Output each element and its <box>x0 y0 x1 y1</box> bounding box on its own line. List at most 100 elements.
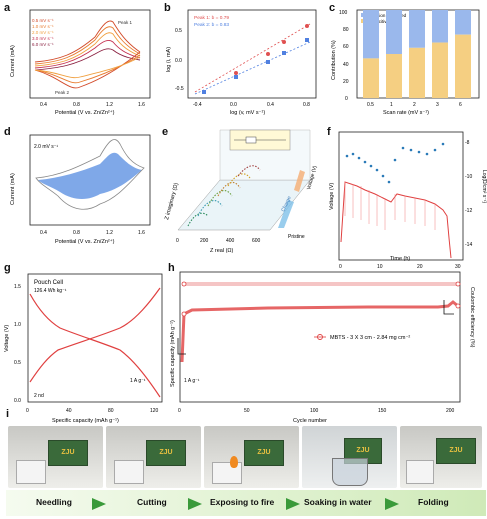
legend-entry: Peak 2: b = 0.83 <box>194 22 229 28</box>
data-point <box>387 180 391 184</box>
bar-diffusion <box>455 10 471 35</box>
tick-label: 150 <box>378 408 387 414</box>
charge-curve <box>29 287 161 383</box>
photo-cutting: ZJU <box>106 426 201 488</box>
panel-e: e Charge Pristine Voltage (V) 0 200 400 … <box>160 120 325 270</box>
tick-label: 200 <box>446 408 455 414</box>
tick-label: 0.4 <box>267 102 274 108</box>
tick-label: 0.5 <box>367 102 374 108</box>
tick-label: 0.5 <box>175 28 182 34</box>
discharge-arrow <box>294 170 305 192</box>
step-fire: Exposing to fire <box>210 497 275 507</box>
step-needling: Needling <box>36 497 72 507</box>
y-axis-label: Current (mA) <box>10 45 16 77</box>
peak-label: Peak 2 <box>55 90 70 95</box>
tick-label: 1.6 <box>138 230 145 236</box>
y-axis-label: Voltage (V) <box>329 183 335 210</box>
tick-label: 600 <box>252 238 261 244</box>
data-point <box>393 158 397 162</box>
panel-h: h MBTS - 3 X 3 cm - 2.84 mg cm⁻² 1 A g⁻¹… <box>168 262 487 427</box>
tick-label: 120 <box>150 408 159 414</box>
data-point <box>234 75 238 79</box>
tick-label: 1 <box>390 102 393 108</box>
cv-plot-a: 0.5 mV s⁻¹ 1.0 mV s⁻¹ 2.0 mV s⁻¹ 3.0 mV … <box>10 9 151 116</box>
tick-label: 20 <box>343 79 349 85</box>
panel-a: a 0.5 mV s⁻¹ 1.0 mV s⁻¹ 2.0 mV s⁻¹ 3.0 m… <box>0 2 160 117</box>
tick-label: 0.0 <box>230 102 237 108</box>
tick-label: 0 <box>176 238 179 244</box>
photo-water: ZJU <box>302 426 397 488</box>
zju-board: ZJU <box>48 440 88 466</box>
panel-label: g <box>4 262 11 274</box>
tick-label: 0.5 <box>14 360 21 366</box>
data-point <box>369 164 373 168</box>
battery-pouch <box>114 460 144 484</box>
tick-label: 3 <box>436 102 439 108</box>
panel-label: e <box>162 126 169 138</box>
data-point <box>351 152 355 156</box>
panel-label: h <box>168 262 175 274</box>
x-axis-label: Specific capacity (mAh g⁻¹) <box>52 418 119 424</box>
y2-axis-label: Log(D/cm² s⁻¹) <box>481 170 487 204</box>
bar-diffusion <box>363 10 379 59</box>
cycling-plot: MBTS - 3 X 3 cm - 2.84 mg cm⁻² 1 A g⁻¹ 0… <box>170 271 475 424</box>
x-axis-label: Potential (V vs. Zn/Zn²⁺) <box>55 109 115 116</box>
step-cutting: Cutting <box>137 497 167 507</box>
tick-label: 200 <box>200 238 209 244</box>
zju-board: ZJU <box>436 438 476 464</box>
data-point <box>409 148 413 152</box>
contribution-bar-chart: Diffusion controlled Capacitive 0.51236 … <box>331 9 480 116</box>
tick-label: 40 <box>343 62 349 68</box>
eis-3d-plot: Charge Pristine Voltage (V) 0 200 400 60… <box>164 129 318 254</box>
bar-capacitive <box>432 42 448 98</box>
tick-label: 0.0 <box>14 398 21 404</box>
tick-label: 0.8 <box>73 230 80 236</box>
bar-capacitive <box>409 47 425 98</box>
data-point <box>305 24 309 28</box>
data-point <box>417 150 421 154</box>
legend-entry: 3.0 mV s⁻¹ <box>32 36 54 41</box>
tick-label: 100 <box>339 10 348 16</box>
flame-icon <box>230 456 238 468</box>
battery-pouch <box>16 460 46 484</box>
cycle-label: 2 nd <box>34 393 44 399</box>
data-point <box>363 160 367 164</box>
energy-density: 126.4 Wh kg⁻¹ <box>34 288 67 294</box>
tick-label: 20 <box>417 264 423 270</box>
tick-label: -14 <box>465 242 472 248</box>
panel-label: d <box>4 126 11 138</box>
tick-label: 1.0 <box>14 322 21 328</box>
rate-label: 1 A g⁻¹ <box>184 378 200 384</box>
x-axis-label: Time (h) <box>390 256 410 262</box>
data-point <box>441 142 445 146</box>
tick-label: 2 <box>413 102 416 108</box>
tick-label: 50 <box>244 408 250 414</box>
panel-f: f 0 10 20 30 -8 -10 -12 -14 Tim <box>325 120 487 270</box>
discharge-curve <box>29 293 161 398</box>
y-axis-label: Z imaginary (Ω) <box>164 182 180 220</box>
data-point <box>282 40 286 44</box>
y-axis-label: Specific capacity (mAh g⁻¹) <box>170 320 176 387</box>
x-axis-label: Cycle number <box>293 418 327 424</box>
tick-label: 60 <box>343 44 349 50</box>
battery-pouch <box>406 460 434 484</box>
bar-diffusion <box>386 10 402 54</box>
pristine-label: Pristine <box>288 234 305 240</box>
process-band <box>6 490 486 516</box>
data-point <box>266 52 270 56</box>
water-beaker <box>332 458 368 486</box>
step-arrow-icon <box>92 498 106 510</box>
peak-label: Peak 1 <box>118 20 133 25</box>
tick-label: -0.5 <box>175 86 184 92</box>
data-point <box>305 38 309 42</box>
y-axis-label: Contribution (%) <box>331 40 337 80</box>
tick-label: 0.4 <box>40 230 47 236</box>
logi-logv-plot: Peak 1: b = 0.79 Peak 2: b = 0.83 -0.4 0… <box>166 9 317 116</box>
bar-capacitive <box>455 34 471 98</box>
tick-label: 0.8 <box>303 102 310 108</box>
data-point <box>202 90 206 94</box>
x-axis-label: log (v, mV s⁻¹) <box>230 110 265 116</box>
panel-label: i <box>6 408 10 420</box>
step-arrow-icon <box>385 498 399 510</box>
tick-label: 80 <box>343 27 349 33</box>
